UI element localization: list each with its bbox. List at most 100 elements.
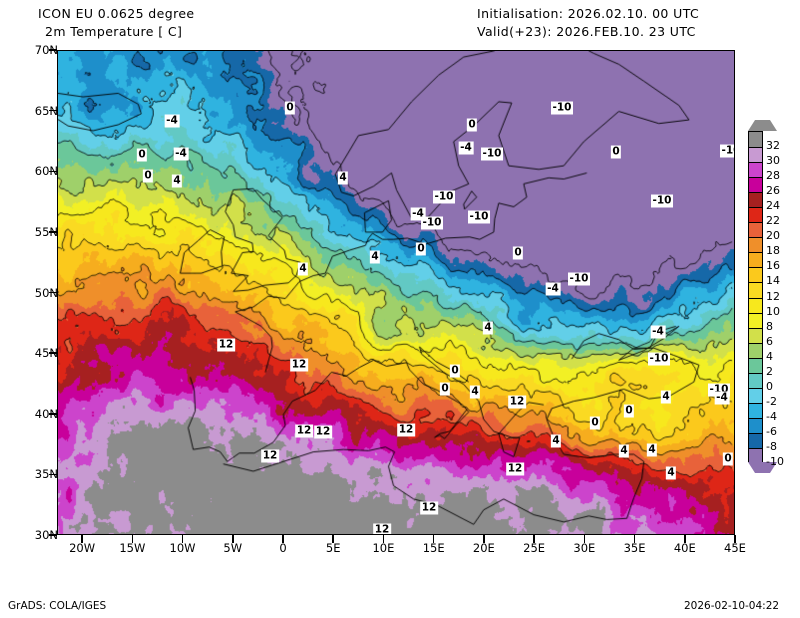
- contour-label: 0: [623, 404, 635, 418]
- colorbar-segment: [749, 282, 762, 298]
- colorbar-segment: [749, 372, 762, 389]
- colorbar[interactable]: [748, 131, 763, 464]
- colorbar-divider: [749, 372, 762, 374]
- colorbar-tick-label: -2: [766, 394, 777, 408]
- x-axis-tick-mark: [533, 535, 535, 543]
- x-axis-tick-mark: [131, 535, 134, 543]
- colorbar-segment: [749, 312, 762, 328]
- y-axis-tick-mark: [49, 291, 57, 294]
- x-axis-tick-mark: [432, 535, 435, 543]
- x-axis-tick-label: 5W: [223, 541, 243, 555]
- y-axis-tick-label: 50N: [34, 285, 58, 300]
- colorbar-divider: [749, 192, 762, 194]
- contour-label: 0: [142, 169, 154, 183]
- contour-label: -10: [421, 216, 443, 230]
- contour-label: 12: [217, 338, 235, 352]
- x-axis-tick-label: 20W: [69, 541, 96, 555]
- x-axis-tick-label: 25E: [523, 541, 546, 555]
- temperature-map[interactable]: -400-10-10-10-40-40440-4-10-10-10-1000-4…: [57, 50, 735, 535]
- colorbar-divider: [749, 447, 762, 449]
- x-axis-tick-label: 15W: [119, 541, 146, 555]
- x-axis-tick-mark: [181, 535, 184, 543]
- colorbar-divider: [749, 312, 762, 314]
- x-axis-tick-label: 45E: [724, 541, 746, 555]
- colorbar-segment: [749, 237, 762, 253]
- credit-text: GrADS: COLA/IGES: [8, 600, 107, 612]
- colorbar-bottom-arrow: [748, 462, 777, 473]
- x-axis-tick-label: 10W: [169, 541, 196, 555]
- x-axis-tick-mark: [81, 535, 83, 543]
- colorbar-tick-label: 2: [766, 364, 773, 378]
- y-axis-tick-label: 35N: [34, 467, 58, 482]
- contour-label: 0: [466, 118, 478, 132]
- contour-label: 4: [660, 390, 672, 404]
- contour-label: 12: [397, 423, 415, 437]
- colorbar-tick-label: 14: [766, 274, 780, 288]
- x-axis-tick-label: 30E: [573, 541, 596, 555]
- colorbar-tick-label: 6: [766, 334, 773, 348]
- contour-label: 12: [420, 501, 438, 515]
- colorbar-divider: [749, 327, 762, 329]
- colorbar-tick-label: -4: [766, 409, 777, 423]
- y-axis-tick-mark: [49, 231, 57, 233]
- y-axis-tick-label: 70N: [34, 43, 58, 57]
- y-axis-tick-label: 30N: [34, 528, 58, 542]
- x-axis-tick-label: 35E: [623, 541, 646, 555]
- colorbar-tick-label: -6: [766, 424, 777, 438]
- colorbar-segment: [749, 432, 762, 449]
- colorbar-divider: [749, 162, 762, 164]
- y-axis-tick-mark: [49, 534, 57, 536]
- render-timestamp: 2026-02-10-04:22: [684, 600, 780, 612]
- initialisation-time: Initialisation: 2026.02.10. 00 UTC: [477, 6, 700, 21]
- x-axis-tick-mark: [382, 535, 385, 543]
- y-axis-tick-mark: [49, 473, 57, 476]
- x-axis-tick-label: 0: [279, 541, 287, 555]
- colorbar-tick-label: 22: [766, 214, 780, 228]
- x-axis-tick-mark: [483, 535, 485, 543]
- colorbar-divider: [749, 237, 762, 239]
- colorbar-divider: [749, 432, 762, 434]
- contour-label: 0: [512, 246, 524, 260]
- colorbar-tick-label: -8: [766, 439, 777, 453]
- colorbar-divider: [749, 297, 762, 299]
- contour-label: 0: [284, 101, 296, 115]
- valid-time: Valid(+23): 2026.FEB.10. 23 UTC: [477, 24, 696, 39]
- x-axis-tick-mark: [282, 535, 284, 543]
- colorbar-segment: [749, 162, 762, 178]
- colorbar-segment: [749, 222, 762, 238]
- colorbar-divider: [749, 147, 762, 149]
- y-axis-tick-label: 65N: [34, 103, 58, 118]
- colorbar-divider: [749, 342, 762, 344]
- colorbar-segment: [749, 387, 762, 404]
- colorbar-tick-label: 26: [766, 184, 780, 198]
- x-axis-tick-mark: [232, 535, 234, 543]
- y-axis-tick-label: 55N: [34, 224, 58, 239]
- y-axis-tick-label: 45N: [34, 346, 58, 361]
- y-axis-tick-label: 60N: [34, 164, 58, 179]
- colorbar-segment: [749, 402, 762, 419]
- colorbar-tick-label: 24: [766, 199, 780, 213]
- colorbar-divider: [749, 207, 762, 209]
- contour-label: 4: [469, 385, 481, 399]
- contour-label: 12: [506, 462, 524, 476]
- contour-label: -10: [648, 352, 670, 366]
- colorbar-segment: [749, 132, 762, 148]
- contour-label: -4: [458, 141, 474, 155]
- model-title: ICON EU 0.0625 degree: [38, 6, 195, 21]
- colorbar-tick-label: 0: [766, 379, 773, 393]
- contour-label: 12: [373, 523, 391, 535]
- variable-title: 2m Temperature [ C]: [45, 24, 183, 39]
- contour-label: 4: [297, 262, 309, 276]
- colorbar-divider: [749, 387, 762, 389]
- contour-label: -10: [551, 101, 573, 115]
- colorbar-divider: [749, 417, 762, 419]
- colorbar-segment: [749, 192, 762, 208]
- colorbar-tick-label: 32: [766, 139, 780, 153]
- colorbar-divider: [749, 282, 762, 284]
- x-axis-tick-mark: [332, 535, 334, 543]
- contour-label: -4: [164, 114, 180, 128]
- colorbar-tick-label: 16: [766, 259, 780, 273]
- colorbar-tick-label: 10: [766, 304, 780, 318]
- contour-label: -10: [468, 210, 490, 224]
- contour-label: 0: [449, 364, 461, 378]
